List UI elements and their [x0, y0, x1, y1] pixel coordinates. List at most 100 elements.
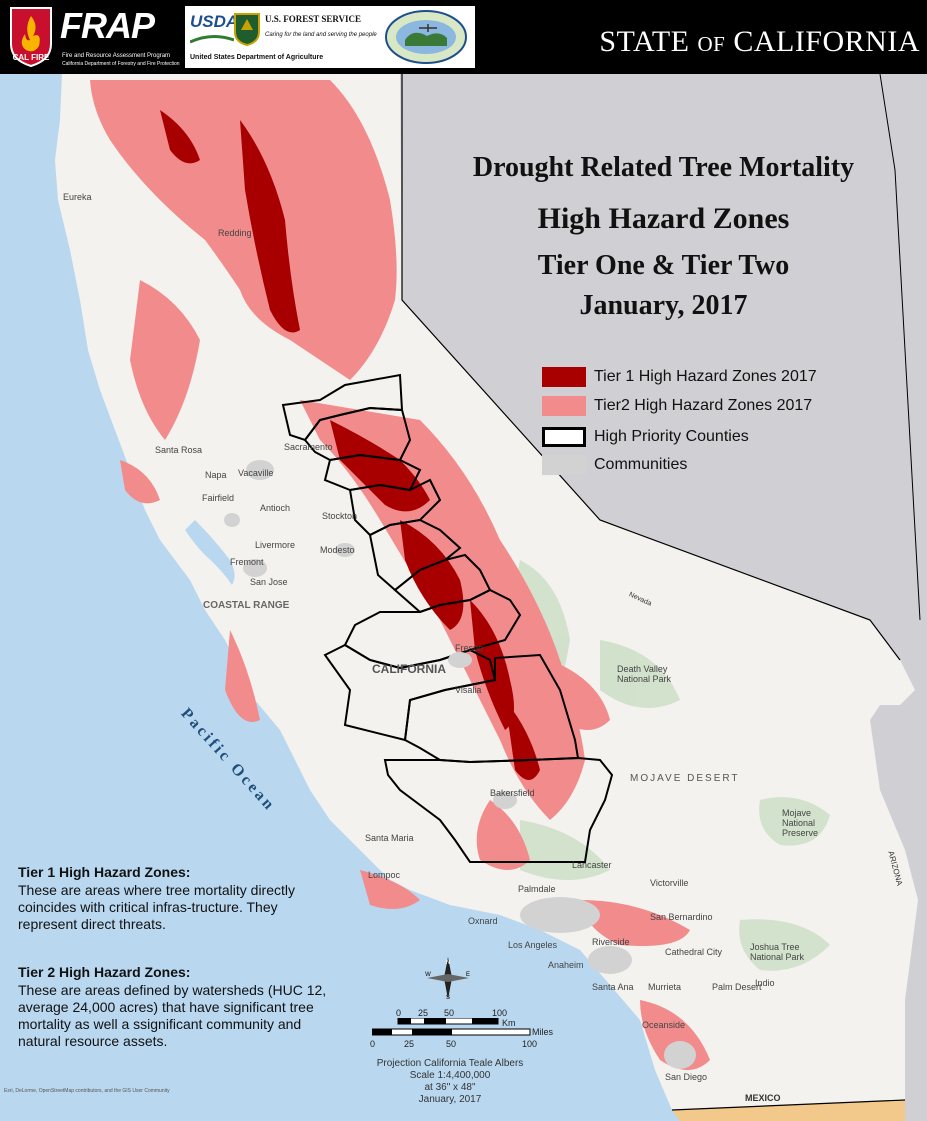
county-outline: [323, 643, 497, 742]
compass-n: N: [446, 960, 450, 966]
death-valley-label: Death Valley National Park: [617, 664, 672, 684]
title-line-3: Tier One & Tier Two: [537, 250, 790, 281]
california-map: [0, 74, 927, 1121]
mile-tick-50: 50: [446, 1039, 457, 1049]
projection-note: Projection California Teale Albers Scale…: [360, 1058, 540, 1106]
forest-service-title: U.S. FOREST SERVICE: [265, 14, 362, 24]
mexico-region: [672, 1100, 905, 1121]
coastal-range-label: COASTAL RANGE: [203, 600, 290, 611]
city-label: Vacaville: [238, 468, 274, 478]
california-label: CALIFORNIA: [372, 662, 446, 676]
north-arrow-icon: N S E W: [425, 957, 470, 1001]
mexico-border: [671, 1099, 906, 1111]
city-label: Santa Rosa: [155, 445, 203, 455]
km-tick-0: 0: [396, 1008, 402, 1018]
frap-subtitle-1: Fire and Resource Assessment Program: [62, 53, 171, 59]
city-label: Los Angeles: [508, 940, 558, 950]
city-label: Livermore: [255, 540, 296, 550]
county-outline: [348, 478, 442, 537]
legend-swatch-communities: [542, 455, 586, 475]
city-label: Modesto: [320, 545, 355, 555]
mile-tick-25: 25: [404, 1039, 415, 1049]
projection-line-1: Projection California Teale Albers: [376, 1058, 524, 1069]
mojave-label: MOJAVE DESERT: [630, 773, 740, 784]
calfire-logo: CAL FIRE: [10, 7, 52, 68]
nevada-border: [401, 74, 901, 661]
city-label: Visalia: [455, 685, 482, 695]
usda-logo-text: USDA: [190, 12, 239, 31]
mile-tick-0: 0: [370, 1039, 376, 1049]
city-label: Cathedral City: [665, 947, 723, 957]
km-tick-25: 25: [418, 1008, 429, 1018]
san-francisco-bay: [185, 520, 235, 585]
legend-label-counties: High Priority Counties: [594, 428, 749, 445]
calfire-logo-text: CAL FIRE: [13, 53, 50, 62]
nevada-region: [400, 74, 927, 1121]
city-label: Santa Ana: [592, 982, 634, 992]
projection-line-4: January, 2017: [418, 1094, 482, 1105]
city-label: Stockton: [322, 511, 358, 521]
mojave-preserve-label: Mojave National Preserve: [782, 808, 819, 838]
city-label: Oxnard: [468, 916, 498, 926]
forest-health-protection-seal-icon: [385, 10, 467, 64]
km-tick-100: 100: [492, 1008, 508, 1018]
mexico-label: MEXICO: [745, 1093, 781, 1103]
title-line-4: January, 2017: [579, 290, 748, 321]
city-label: Bakersfield: [490, 788, 535, 798]
city-label: Victorville: [650, 878, 689, 888]
city-label: Napa: [205, 470, 227, 480]
frap-logo: FRAP: [60, 5, 155, 46]
km-tick-50: 50: [444, 1008, 455, 1018]
county-outline: [383, 756, 614, 863]
legend-label-tier2: Tier2 High Hazard Zones 2017: [594, 397, 813, 414]
city-label: Lancaster: [572, 860, 612, 870]
nevada-arizona-border: [879, 74, 921, 621]
forest-service-motto: Caring for the land and serving the peop…: [265, 32, 377, 38]
tier2-note-heading: Tier 2 High Hazard Zones:: [18, 964, 191, 980]
city-label: Fresno: [455, 643, 484, 653]
city-label: Lompoc: [368, 870, 401, 880]
city-label: Santa Maria: [365, 833, 414, 843]
city-label: San Bernardino: [650, 912, 713, 922]
city-label: Eureka: [63, 192, 92, 202]
tier2-note-body: These are areas defined by watersheds (H…: [18, 982, 327, 1049]
state-title: STATE of CALIFORNIA: [599, 25, 920, 58]
compass-w: W: [425, 972, 431, 978]
city-label: Redding: [218, 228, 252, 238]
tier1-note-heading: Tier 1 High Hazard Zones:: [18, 864, 191, 880]
frap-subtitle-2: California Department of Forestry and Fi…: [62, 61, 180, 67]
projection-line-2: Scale 1:4,400,000: [409, 1070, 491, 1081]
map-credits: Esri, DeLorme, OpenStreetMap contributor…: [4, 1088, 170, 1094]
km-unit: Km: [502, 1018, 516, 1028]
city-label: San Diego: [665, 1072, 708, 1082]
city-label: Oceanside: [642, 1020, 686, 1030]
legend-swatch-tier2: [542, 396, 586, 416]
legend-label-communities: Communities: [594, 456, 688, 473]
city-label: Fairfield: [202, 493, 235, 503]
county-outline: [368, 518, 462, 592]
high-priority-counties: [281, 373, 614, 863]
usda-department: United States Department of Agriculture: [190, 54, 324, 61]
header-bar: CAL FIRE FRAP Fire and Resource Assessme…: [0, 0, 927, 74]
mile-unit: Miles: [532, 1027, 554, 1037]
usda-forest-service-panel: USDA U.S. FOREST SERVICE Caring for the …: [185, 6, 475, 68]
communities: [224, 460, 696, 1069]
city-label: San Jose: [250, 577, 288, 587]
scale-bar-graphic: [372, 1018, 531, 1036]
title-line-1: Drought Related Tree Mortality: [472, 152, 855, 183]
title-line-2: High Hazard Zones: [537, 202, 790, 235]
city-label: Anaheim: [548, 960, 584, 970]
mile-tick-100: 100: [522, 1039, 538, 1049]
city-label: Riverside: [592, 937, 630, 947]
city-label: Indio: [755, 978, 775, 988]
city-label: Palmdale: [518, 884, 556, 894]
city-label: Murrieta: [648, 982, 682, 992]
compass-s: S: [446, 995, 450, 1001]
city-label: Palm Desert: [712, 982, 762, 992]
tier1-note-body: These are areas where tree mortality dir…: [18, 882, 295, 932]
compass-e: E: [466, 972, 470, 978]
county-outline: [303, 406, 412, 462]
joshua-tree-label: Joshua Tree National Park: [750, 942, 805, 962]
usda-swoosh-icon: [190, 35, 234, 44]
